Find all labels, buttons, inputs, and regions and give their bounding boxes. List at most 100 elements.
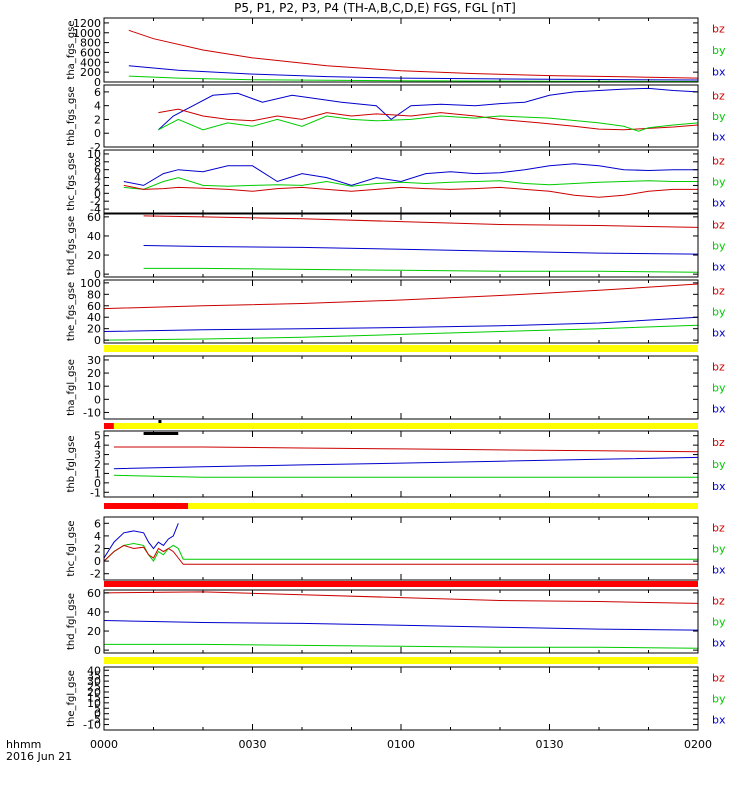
legend-label-by: by bbox=[712, 306, 726, 319]
legend-label-by: by bbox=[712, 44, 726, 57]
series-line-by bbox=[123, 177, 698, 190]
y-tick-label: 6 bbox=[94, 86, 101, 99]
series-line-by bbox=[103, 542, 698, 563]
y-tick-label: 8 bbox=[94, 156, 101, 169]
y-tick-label: 1000 bbox=[73, 27, 101, 40]
y-axis-label: tha_fgs_gse bbox=[66, 20, 77, 79]
y-tick-label: 3 bbox=[94, 449, 101, 462]
y-tick-label: 400 bbox=[80, 56, 101, 69]
series-line-bz bbox=[158, 108, 699, 131]
panel-frame bbox=[103, 589, 699, 654]
series-line-bz bbox=[123, 184, 698, 198]
legend-label-bx: bx bbox=[712, 261, 726, 274]
series-line-by bbox=[113, 474, 698, 478]
y-tick-label: 60 bbox=[87, 300, 101, 313]
y-tick-label: 0 bbox=[94, 187, 101, 200]
y-axis-label: the_fgl_gse bbox=[66, 670, 77, 727]
y-tick-label: 0 bbox=[94, 644, 101, 657]
y-tick-label: 200 bbox=[80, 66, 101, 79]
legend-label-bz: bz bbox=[712, 672, 725, 685]
y-tick-label: 800 bbox=[80, 37, 101, 50]
series-line-bx bbox=[103, 620, 699, 631]
y-tick-label: 4 bbox=[94, 530, 101, 543]
status-bar-black-marker bbox=[158, 420, 162, 423]
y-tick-label: 2 bbox=[94, 458, 101, 471]
legend-label-bx: bx bbox=[712, 637, 726, 650]
y-axis-label: thd_fgs_gse bbox=[66, 216, 77, 275]
y-tick-label: 0 bbox=[94, 334, 101, 347]
y-tick-label: 0 bbox=[94, 393, 101, 406]
series-line-by bbox=[143, 267, 699, 273]
status-bar-segment-4-0 bbox=[104, 657, 698, 664]
y-axis-label: thb_fgl_gse bbox=[66, 436, 77, 493]
y-axis-label: thd_fgl_gse bbox=[66, 593, 77, 650]
y-tick-label: 40 bbox=[87, 606, 101, 619]
y-tick-label: -5 bbox=[90, 713, 101, 726]
series-line-by bbox=[158, 115, 699, 132]
y-tick-label: 5 bbox=[94, 430, 101, 443]
legend-label-by: by bbox=[712, 110, 726, 123]
legend-label-bz: bz bbox=[712, 595, 725, 608]
y-tick-label: 20 bbox=[87, 249, 101, 262]
y-tick-label: 10 bbox=[87, 697, 101, 710]
y-tick-label: 20 bbox=[87, 686, 101, 699]
legend-label-by: by bbox=[712, 616, 726, 629]
panel-thd_fgs_gse: 0 20 40 60 thd_fgs_gse bz by bx bbox=[66, 211, 726, 281]
status-bar-segment-2-1 bbox=[188, 503, 698, 509]
legend-label-bx: bx bbox=[712, 480, 726, 493]
series-line-bz bbox=[113, 446, 699, 453]
series-line-by bbox=[128, 65, 699, 81]
y-tick-label: 15 bbox=[87, 691, 101, 704]
y-tick-label: 80 bbox=[87, 288, 101, 301]
y-tick-label: 4 bbox=[94, 172, 101, 185]
series-line-bx bbox=[103, 523, 179, 559]
y-tick-label: 40 bbox=[87, 311, 101, 324]
y-tick-label: 20 bbox=[87, 625, 101, 638]
y-tick-label: 2 bbox=[94, 179, 101, 192]
y-tick-label: 20 bbox=[87, 367, 101, 380]
series-line-bx bbox=[128, 75, 699, 82]
legend-label-bz: bz bbox=[712, 155, 725, 168]
y-tick-label: 4 bbox=[94, 100, 101, 113]
series-line-bx bbox=[103, 316, 699, 332]
y-tick-label: 25 bbox=[87, 681, 101, 694]
legend-label-bx: bx bbox=[712, 197, 726, 210]
legend-label-by: by bbox=[712, 458, 726, 471]
legend-label-bz: bz bbox=[712, 361, 725, 374]
y-tick-label: 60 bbox=[87, 587, 101, 600]
legend-label-bx: bx bbox=[712, 403, 726, 416]
legend-label-bx: bx bbox=[712, 327, 726, 340]
series-line-bx bbox=[143, 245, 699, 255]
legend-label-bx: bx bbox=[712, 131, 726, 144]
y-tick-label: 40 bbox=[87, 230, 101, 243]
panel-frame bbox=[103, 84, 699, 148]
series-line-bz bbox=[103, 283, 699, 310]
y-tick-label: 600 bbox=[80, 46, 101, 59]
legend-label-bz: bz bbox=[712, 522, 725, 535]
legend-label-bz: bz bbox=[712, 219, 725, 232]
status-bar-black-segment bbox=[143, 432, 179, 435]
legend-label-bz: bz bbox=[712, 436, 725, 449]
panel-frame bbox=[103, 430, 699, 498]
date-label: 2016 Jun 21 bbox=[6, 750, 73, 763]
y-tick-label: -10 bbox=[83, 406, 101, 419]
y-tick-label: 100 bbox=[80, 277, 101, 290]
legend-label-by: by bbox=[712, 240, 726, 253]
y-tick-label: 20 bbox=[87, 323, 101, 336]
legend-label-by: by bbox=[712, 543, 726, 556]
legend-label-bx: bx bbox=[712, 65, 726, 78]
status-bar-segment-1-0 bbox=[104, 423, 114, 429]
status-bar-segment-0-0 bbox=[104, 345, 698, 352]
legend-label-bx: bx bbox=[712, 714, 726, 727]
panel-frame bbox=[103, 666, 699, 731]
y-tick-label: 40 bbox=[87, 664, 101, 677]
y-tick-label: 6 bbox=[94, 517, 101, 530]
y-tick-label: 0 bbox=[94, 268, 101, 281]
y-tick-label: -2 bbox=[90, 141, 101, 154]
y-tick-label: 30 bbox=[87, 354, 101, 367]
